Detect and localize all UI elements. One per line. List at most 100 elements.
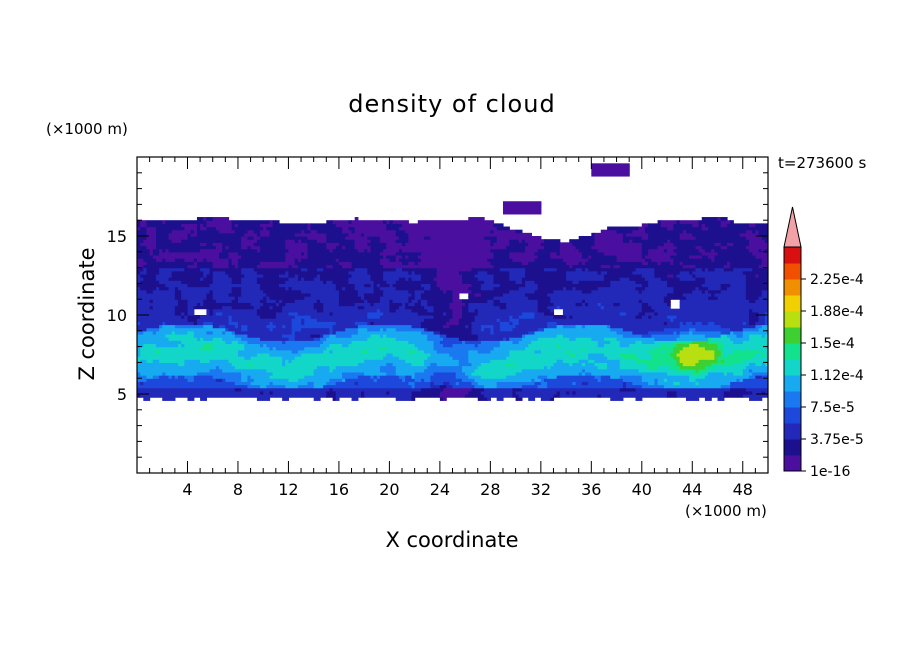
density-cell — [720, 242, 728, 247]
density-cell — [203, 299, 217, 303]
density-cell — [619, 340, 637, 345]
density-cell — [329, 378, 343, 382]
density-cell — [607, 362, 621, 367]
density-cell — [537, 299, 551, 303]
density-cell — [458, 381, 473, 386]
density-cell — [528, 261, 567, 266]
density-cell — [345, 286, 356, 291]
density-cell — [241, 254, 286, 259]
density-cell — [758, 296, 768, 300]
density-cell — [146, 270, 160, 275]
density-cell — [405, 375, 413, 379]
density-cell — [556, 324, 564, 329]
density-cell — [184, 226, 198, 231]
density-cell — [648, 251, 678, 256]
density-cell — [288, 337, 296, 341]
density-cell — [342, 286, 346, 291]
density-cell — [610, 340, 621, 345]
density-cell — [714, 254, 756, 259]
density-cell — [361, 232, 365, 237]
density-cell — [644, 254, 671, 259]
density-cell — [733, 242, 750, 247]
density-cell — [414, 343, 435, 348]
density-cell — [701, 283, 722, 288]
density-cell — [222, 330, 226, 335]
density-cell — [521, 368, 583, 373]
density-cell — [682, 362, 697, 367]
density-cell — [212, 375, 242, 379]
density-cell — [493, 327, 501, 332]
density-cell — [622, 239, 630, 243]
density-cell — [544, 378, 599, 382]
density-cell — [373, 289, 384, 294]
density-cell — [493, 273, 510, 278]
density-cell — [468, 302, 495, 307]
x-tick-label: 16 — [329, 480, 349, 499]
density-cell — [367, 299, 381, 303]
density-cell — [619, 359, 637, 363]
density-cell — [323, 302, 340, 307]
density-cell — [137, 286, 141, 291]
density-cell — [433, 277, 463, 281]
y-tick-label: 5 — [117, 385, 127, 404]
density-cell — [499, 327, 514, 332]
density-cell — [146, 378, 189, 382]
density-cell — [379, 315, 435, 319]
density-cell — [307, 226, 312, 231]
density-cell — [622, 356, 640, 360]
density-cell — [648, 283, 668, 288]
density-cell — [562, 258, 589, 262]
density-cell — [667, 226, 674, 231]
density-cell — [206, 220, 233, 224]
density-cell — [420, 302, 428, 307]
density-cell — [137, 229, 148, 234]
density-cell — [234, 324, 239, 329]
density-cell — [294, 337, 315, 341]
density-cell — [155, 226, 185, 231]
density-cell — [692, 232, 741, 237]
density-cell — [288, 264, 293, 269]
density-cell — [383, 356, 400, 360]
density-cell — [471, 387, 485, 392]
density-cell — [689, 254, 703, 259]
density-cell — [424, 378, 432, 382]
density-cell — [310, 315, 368, 319]
density-cell — [137, 356, 245, 360]
density-cell — [260, 283, 280, 288]
density-cell — [152, 359, 160, 363]
density-cell — [326, 390, 337, 395]
density-cell — [446, 289, 454, 294]
density-cell — [477, 381, 498, 386]
density-cell — [499, 299, 539, 303]
colorbar-tick-label: 2.25e-4 — [810, 272, 864, 288]
density-cell — [692, 330, 722, 335]
density-cell — [745, 283, 768, 288]
density-cell — [137, 352, 141, 357]
density-cell — [673, 289, 693, 294]
density-cell — [499, 305, 507, 310]
density-cell — [420, 251, 495, 256]
density-cell — [714, 349, 722, 354]
density-cell — [663, 321, 668, 326]
density-cell — [641, 375, 690, 379]
density-cell — [682, 292, 712, 297]
density-cell — [332, 387, 422, 392]
density-cell — [187, 236, 242, 240]
density-cell — [256, 248, 261, 253]
density-cell — [152, 330, 157, 335]
density-cell — [297, 378, 331, 382]
density-cell — [480, 327, 485, 332]
density-cell — [698, 368, 709, 373]
density-cell — [357, 381, 409, 386]
colorbar-extend-arrow — [783, 206, 802, 248]
density-cell — [663, 242, 674, 247]
density-cell — [550, 397, 555, 401]
density-cell — [231, 299, 239, 303]
density-cell — [294, 299, 318, 303]
density-cell — [726, 371, 734, 376]
density-cell — [364, 359, 406, 363]
density-cell — [152, 254, 220, 259]
density-cell — [398, 236, 409, 240]
density-cell — [641, 261, 649, 266]
density-cell — [436, 267, 473, 272]
